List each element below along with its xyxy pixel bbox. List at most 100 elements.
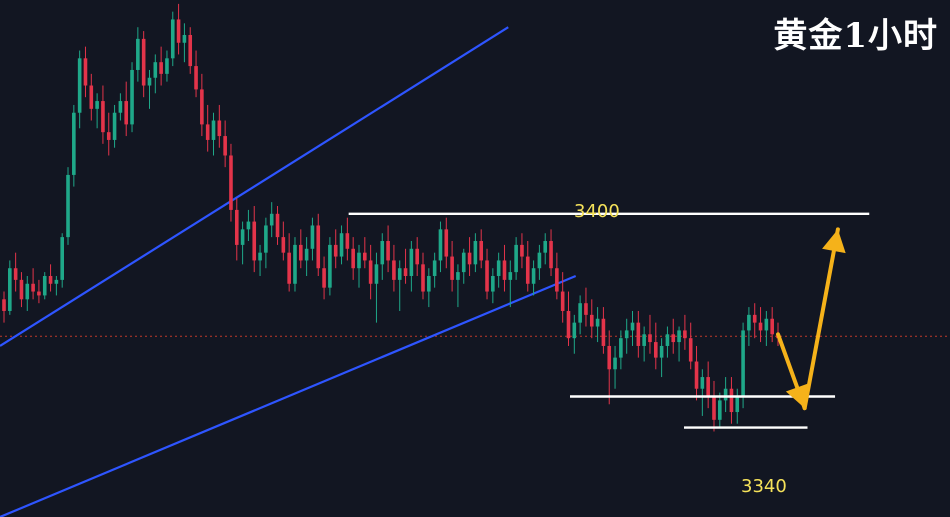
candle-body — [502, 260, 507, 280]
candle-body — [234, 209, 239, 245]
arrows-group — [776, 227, 846, 411]
channel-line-lower — [0, 274, 577, 517]
candle-body — [595, 318, 600, 327]
candle-body — [520, 244, 524, 257]
candle-body — [42, 275, 47, 296]
candle-body — [136, 38, 140, 70]
candle-body — [170, 19, 175, 59]
candle-body — [89, 85, 94, 109]
candle-body — [642, 334, 646, 346]
candle-body — [328, 244, 332, 288]
candle-body — [549, 241, 553, 269]
candle-body — [555, 268, 559, 292]
candle-body — [700, 377, 705, 389]
projection-arrow-head-1 — [785, 383, 809, 409]
candle-body — [37, 291, 41, 296]
candle-body — [205, 124, 210, 140]
candle-body — [415, 248, 419, 265]
candle-body — [48, 275, 53, 284]
candle-body — [648, 334, 652, 343]
candle-body — [223, 136, 227, 156]
candle-body — [572, 322, 577, 339]
candle-body — [653, 342, 658, 358]
candle-body — [438, 229, 443, 261]
candle-body — [659, 345, 664, 358]
candle-body — [118, 101, 123, 113]
candle-body — [694, 361, 699, 389]
candle-body — [176, 19, 181, 43]
candle-body — [147, 77, 152, 86]
candle-body — [345, 233, 350, 249]
candle-body — [706, 377, 710, 397]
candle-body — [729, 388, 734, 413]
candle-body — [671, 334, 676, 343]
candle-body — [677, 330, 681, 343]
candle-body — [13, 268, 18, 280]
candle-body — [217, 120, 222, 137]
candle-body — [293, 244, 297, 284]
candle-body — [310, 225, 315, 249]
candle-body — [368, 260, 373, 284]
candle-body — [473, 241, 478, 265]
candle-body — [491, 275, 495, 292]
candle-body — [421, 264, 425, 292]
candle-body — [333, 244, 338, 257]
candle-body — [374, 264, 379, 284]
candle-body — [403, 268, 408, 276]
candle-body — [112, 112, 117, 140]
candle-body — [380, 241, 385, 265]
candle-body — [397, 268, 402, 280]
candle-body — [741, 330, 745, 397]
candle-body — [683, 330, 687, 339]
candle-body — [264, 225, 268, 253]
candle-body — [281, 237, 286, 253]
candle-body — [66, 174, 70, 238]
projection-arrow-shaft-2 — [802, 227, 840, 411]
candle-body — [619, 338, 623, 358]
candle-body — [60, 237, 64, 280]
channel-line-upper — [0, 26, 509, 347]
candle-body — [101, 101, 105, 133]
candle-body — [427, 275, 431, 292]
candle-body — [758, 322, 763, 331]
candle-body — [124, 101, 129, 125]
candle-body — [450, 256, 454, 280]
candle-body — [432, 260, 437, 276]
candle-body — [322, 268, 326, 288]
candle-body — [723, 388, 728, 401]
candle-body — [589, 314, 594, 327]
candle-body — [165, 58, 169, 74]
candle-body — [624, 330, 629, 339]
candle-body — [752, 314, 757, 323]
candle-body — [461, 252, 466, 273]
candle-body — [77, 58, 82, 113]
candle-body — [386, 241, 390, 261]
candle-body — [316, 225, 321, 269]
candle-body — [543, 241, 548, 253]
candle-body — [31, 283, 35, 292]
candle-body — [479, 241, 484, 261]
candle-body — [601, 318, 606, 346]
candle-body — [269, 213, 274, 226]
candle-body — [130, 69, 134, 125]
candle-body — [275, 213, 280, 238]
candle-body — [363, 252, 367, 261]
candle-body — [735, 396, 740, 413]
candle-body — [141, 38, 146, 86]
candle-body — [630, 322, 635, 331]
candle-body — [351, 248, 355, 269]
candle-body — [566, 310, 571, 339]
projection-arrow-head-2 — [822, 229, 846, 254]
candle-body — [636, 322, 641, 346]
candle-body — [688, 338, 693, 362]
candle-body — [229, 155, 233, 210]
candle-body — [747, 314, 751, 331]
candle-body — [578, 303, 582, 323]
candle-body — [537, 252, 542, 269]
candle-body — [2, 299, 6, 311]
candle-body — [95, 101, 99, 109]
level-label-3400: 3400 — [574, 201, 620, 222]
candle-body — [613, 357, 617, 370]
